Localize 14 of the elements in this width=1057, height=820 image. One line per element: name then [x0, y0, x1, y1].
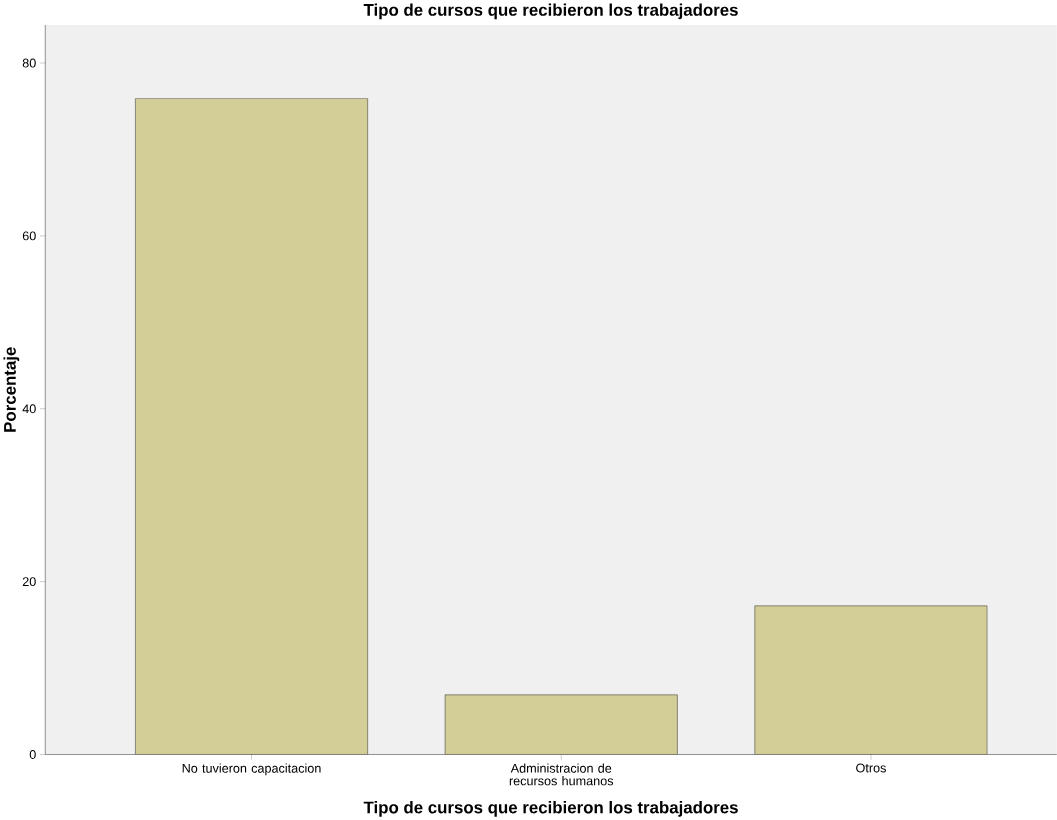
y-tick-label: 20 [22, 577, 36, 586]
chart-title: Tipo de cursos que recibieron los trabajadores [363, 3, 738, 20]
x-tick-label: Administracion de recursos humanos [509, 763, 614, 786]
y-tick-label: 0 [29, 749, 36, 759]
x-tick-label: No tuvieron capacitacion [182, 763, 321, 776]
bar [445, 694, 678, 755]
bar [754, 605, 988, 755]
y-axis-title: Porcentaje [3, 347, 20, 432]
x-tick-label: Otros [856, 763, 886, 773]
y-tick-label: 80 [22, 58, 36, 68]
y-tick-label: 60 [22, 231, 36, 241]
x-axis-title: Tipo de cursos que recibieron los trabajadores [363, 800, 738, 817]
bar [135, 98, 368, 755]
y-tick-label: 40 [22, 404, 36, 414]
